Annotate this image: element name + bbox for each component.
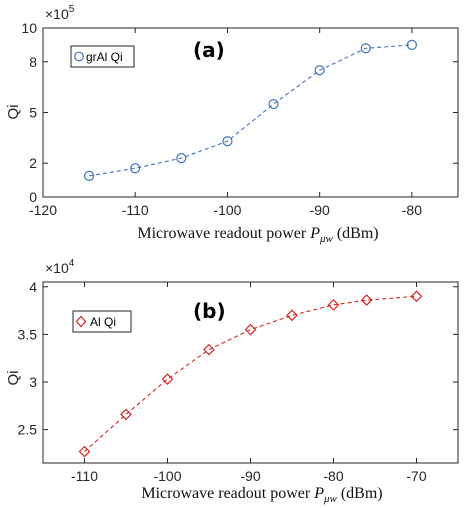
chart-a-data-point bbox=[360, 43, 371, 54]
chart-b-axes: -110 -100 -90 -80 -70 2.5 3 3.5 4 bbox=[18, 279, 459, 484]
chart-a-legend-marker bbox=[74, 51, 84, 62]
chart-b-x-tick-label: -70 bbox=[406, 468, 426, 484]
chart-b-legend-box bbox=[72, 310, 132, 333]
chart-a-axes: -120 -110 -100 -90 -80 0 2 5 8 10 bbox=[21, 20, 459, 218]
chart-b-y-exponent: ×104 bbox=[45, 258, 75, 276]
chart-b-x-tick-label: -90 bbox=[240, 468, 260, 484]
chart-a-data-point bbox=[176, 153, 187, 164]
chart-b-data-point bbox=[244, 323, 257, 336]
chart-b-data-point bbox=[120, 408, 132, 421]
chart-a-y-tick-label: 8 bbox=[29, 54, 37, 70]
chart-b-series bbox=[78, 290, 423, 458]
chart-a: ×105 -120 -110 -100 -90 -80 0 2 5 8 10 Qi Microwa… bbox=[5, 4, 459, 245]
chart-b-data-point bbox=[78, 445, 91, 458]
chart-b-data-point bbox=[286, 309, 298, 322]
chart-a-x-tick-label: -100 bbox=[213, 202, 241, 218]
chart-b-data-point bbox=[161, 373, 174, 386]
chart-a-x-tick-label: -80 bbox=[402, 202, 422, 218]
chart-b-x-tick-label: -80 bbox=[323, 468, 343, 484]
chart-b-y-tick-label: 3.5 bbox=[18, 326, 38, 342]
chart-a-y-tick-label: 10 bbox=[21, 20, 37, 36]
chart-b-legend-label: Al Qi bbox=[90, 315, 116, 329]
chart-a-data-point bbox=[406, 39, 417, 51]
chart-a-y-exponent: ×105 bbox=[45, 4, 75, 22]
chart-b-data-point bbox=[360, 294, 373, 306]
chart-a-y-axis-label: Qi bbox=[5, 105, 22, 120]
chart-a-y-tick-label: 2 bbox=[29, 155, 37, 171]
chart-a-data-point bbox=[314, 65, 325, 76]
chart-b-data-point bbox=[410, 290, 423, 303]
chart-b-x-axis-label: Microwave readout power Pμw (dBm) bbox=[141, 485, 382, 505]
chart-b-data-point bbox=[203, 343, 215, 356]
chart-b-x-tick-label: -100 bbox=[153, 468, 181, 484]
chart-a-y-tick-label: 0 bbox=[29, 189, 37, 205]
chart-b-panel-label: (b) bbox=[193, 299, 226, 323]
chart-a-data-point bbox=[222, 136, 233, 147]
chart-a-legend-label: grAl Qi bbox=[86, 50, 123, 64]
chart-a-data-point bbox=[84, 170, 95, 181]
chart-a-y-tick-label: 5 bbox=[29, 105, 37, 121]
chart-a-x-tick-label: -110 bbox=[122, 202, 149, 218]
chart-a-series bbox=[84, 39, 417, 181]
chart-a-panel-label: (a) bbox=[193, 38, 225, 62]
chart-b-y-tick-label: 4 bbox=[29, 279, 37, 295]
chart-a-x-axis-label: Microwave readout power Pμw (dBm) bbox=[137, 225, 378, 245]
chart-a-x-tick-label: -90 bbox=[310, 202, 330, 218]
chart-b-legend-marker bbox=[75, 315, 87, 328]
chart-a-x-tick-label: -120 bbox=[29, 202, 57, 218]
chart-b-y-tick-label: 3 bbox=[29, 374, 37, 390]
chart-b-series-line bbox=[84, 295, 417, 452]
chart-a-data-point bbox=[268, 98, 279, 110]
chart-b-y-tick-label: 2.5 bbox=[18, 422, 38, 438]
chart-b-legend: Al Qi bbox=[72, 310, 132, 333]
chart-a-series-line bbox=[89, 44, 412, 177]
chart-b-y-axis-label: Qi bbox=[5, 371, 22, 386]
chart-b: ×104 -110 -100 -90 -80 -70 2.5 3 3.5 4 Qi Microw… bbox=[5, 258, 459, 505]
chart-a-legend: grAl Qi bbox=[70, 45, 135, 68]
chart-a-data-point bbox=[130, 163, 141, 174]
chart-a-legend-box bbox=[70, 45, 135, 68]
chart-b-data-point bbox=[327, 299, 340, 311]
chart-b-x-tick-label: -110 bbox=[71, 468, 98, 484]
